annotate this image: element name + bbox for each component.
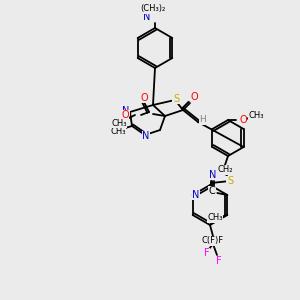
Text: F: F — [204, 248, 210, 258]
Text: O: O — [140, 93, 148, 103]
Text: N: N — [208, 170, 216, 180]
Text: CH₃: CH₃ — [208, 214, 223, 223]
Text: N: N — [142, 131, 150, 141]
Text: N: N — [143, 12, 151, 22]
Text: O: O — [239, 115, 247, 125]
Text: C: C — [209, 186, 216, 196]
Text: O: O — [190, 92, 198, 102]
Text: C(F)F: C(F)F — [202, 236, 224, 245]
Text: H: H — [200, 116, 206, 124]
Text: CH₃: CH₃ — [110, 128, 126, 136]
Text: CH₃: CH₃ — [111, 118, 127, 127]
Text: CH₂: CH₂ — [217, 166, 233, 175]
Text: CH₃: CH₃ — [248, 110, 264, 119]
Text: F: F — [216, 256, 222, 266]
Text: O: O — [122, 110, 129, 120]
Text: S: S — [173, 94, 179, 104]
Text: N: N — [122, 106, 130, 116]
Text: (CH₃)₂: (CH₃)₂ — [140, 4, 166, 14]
Text: S: S — [227, 176, 233, 186]
Text: N: N — [192, 190, 200, 200]
